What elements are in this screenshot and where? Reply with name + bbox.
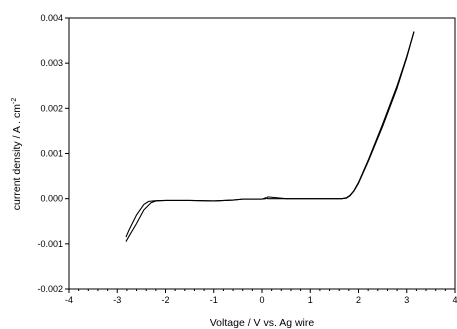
x-tick-label: -3 (113, 295, 121, 305)
series-lines (125, 31, 415, 242)
cv-sweep-line-2 (125, 31, 415, 242)
y-axis-label-main: current density / A . cm (11, 104, 23, 210)
y-tick-label: 0.003 (40, 58, 63, 68)
x-axis-tick-labels: -4 -3 -2 -1 0 1 2 3 4 (65, 295, 457, 305)
y-tick-label: 0.000 (40, 194, 63, 204)
y-tick-label: 0.002 (40, 103, 63, 113)
y-tick-label: -0.002 (37, 284, 63, 294)
y-tick-label: -0.001 (37, 239, 63, 249)
x-axis-label: Voltage / V vs. Ag wire (210, 317, 315, 329)
x-tick-label: -1 (210, 295, 218, 305)
x-tick-label: 1 (308, 295, 313, 305)
x-tick-label: 4 (452, 295, 457, 305)
x-tick-label: 2 (356, 295, 361, 305)
y-axis-tick-labels: -0.002 -0.001 0.000 0.001 0.002 0.003 0.004 (37, 13, 63, 294)
cv-sweep-line-1 (125, 31, 415, 238)
y-axis-ticks (65, 17, 69, 290)
x-tick-label: 3 (404, 295, 409, 305)
y-axis-label-exponent: -2 (11, 98, 18, 104)
plot-frame (68, 17, 456, 290)
y-tick-label: 0.004 (40, 13, 63, 23)
x-tick-label: -4 (65, 295, 73, 305)
y-tick-label: 0.001 (40, 149, 63, 159)
x-axis-ticks (68, 289, 456, 293)
x-tick-label: -2 (161, 295, 169, 305)
y-axis-label: current density / A . cm-2 (11, 98, 23, 211)
x-tick-label: 0 (259, 295, 264, 305)
